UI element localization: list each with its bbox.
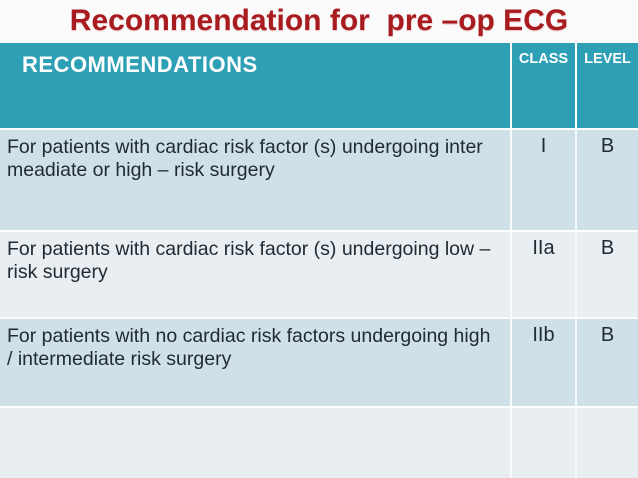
recommendations-table: RECOMMENDATIONS CLASS LEVEL For patients… (0, 43, 638, 478)
table-row-1-class: I (510, 128, 575, 230)
table-row-4-level (575, 406, 638, 478)
table-row-4-class (510, 406, 575, 478)
header-cell-level: LEVEL (575, 43, 638, 128)
table-row-1-level: B (575, 128, 638, 230)
page-title: Recommendation for pre –op ECG (69, 4, 569, 37)
header-cell-class: CLASS (510, 43, 575, 128)
table-row-2-level: B (575, 230, 638, 317)
header-cell-recommendations: RECOMMENDATIONS (0, 43, 510, 128)
table-row-3-recommendation: For patients with no cardiac risk factor… (0, 317, 510, 406)
table-row-2-class: IIa (510, 230, 575, 317)
table-row-2-recommendation: For patients with cardiac risk factor (s… (0, 230, 510, 317)
table-row-3-class: IIb (510, 317, 575, 406)
table-row-3-level: B (575, 317, 638, 406)
table-row-4-recommendation (0, 406, 510, 478)
table-row-1-recommendation: For patients with cardiac risk factor (s… (0, 128, 510, 230)
